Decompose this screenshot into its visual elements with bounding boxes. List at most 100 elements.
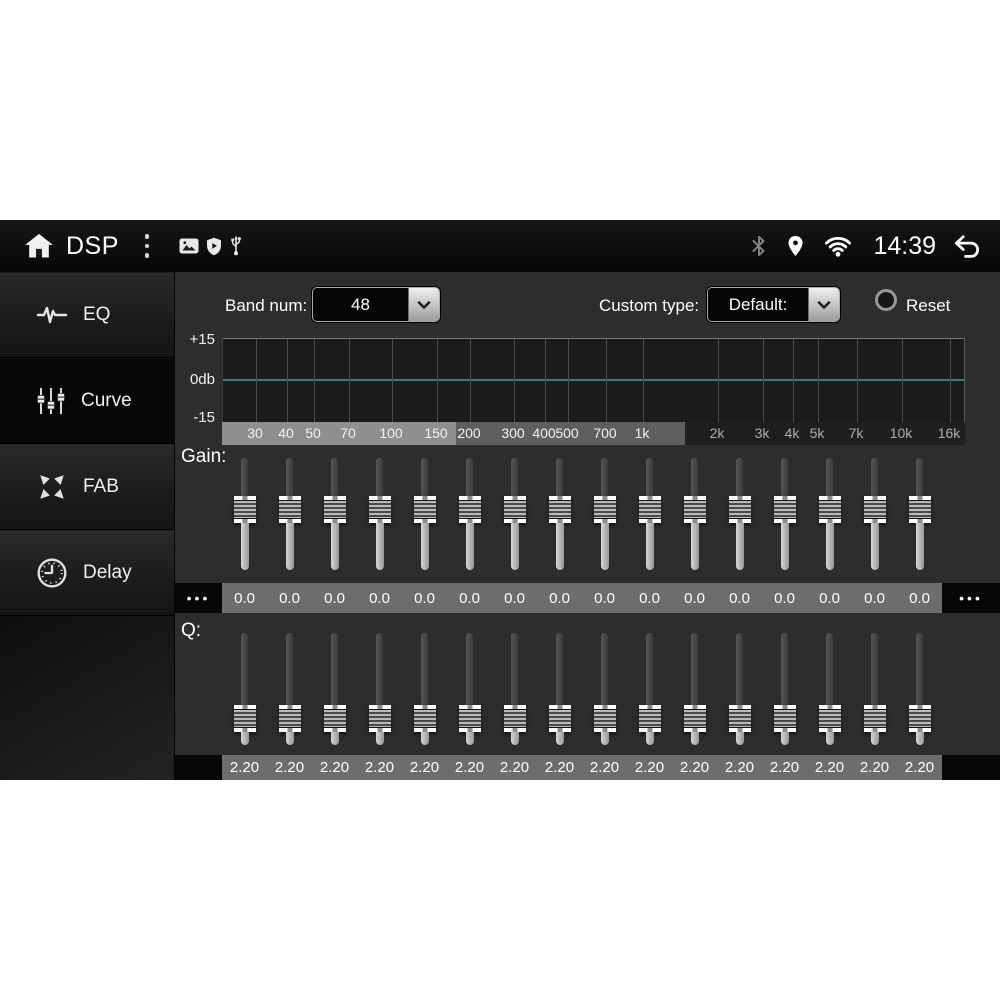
status-bar: DSP [0,220,1000,272]
home-icon[interactable] [24,232,54,260]
q-slider[interactable] [582,633,627,745]
slider-thumb[interactable] [548,705,571,732]
slider-thumb[interactable] [278,496,301,523]
q-slider[interactable] [492,633,537,745]
q-slider[interactable] [312,633,357,745]
waveform-icon [36,306,68,324]
gridline [349,339,350,422]
gain-value: 0.0 [414,589,435,607]
slider-thumb[interactable] [413,705,436,732]
gain-slider[interactable] [312,458,357,570]
slider-thumb[interactable] [503,705,526,732]
q-slider[interactable] [852,633,897,745]
gain-more-right-button[interactable]: ••• [942,583,1000,613]
gain-slider[interactable] [852,458,897,570]
gain-slider[interactable] [357,458,402,570]
band-num-value: 48 [351,294,370,314]
q-slider[interactable] [537,633,582,745]
sidebar-item-curve[interactable]: Curve [0,358,174,444]
slider-thumb[interactable] [368,705,391,732]
slider-thumb[interactable] [458,705,481,732]
gain-slider[interactable] [537,458,582,570]
q-slider[interactable] [447,633,492,745]
gain-value: 0.0 [234,589,255,607]
slider-thumb[interactable] [683,705,706,732]
q-slider[interactable] [357,633,402,745]
gain-slider[interactable] [762,458,807,570]
gain-more-left-button[interactable]: ••• [175,583,222,613]
reset-radio[interactable] [875,289,897,311]
overflow-menu-icon[interactable] [141,230,154,262]
q-slider[interactable] [627,633,672,745]
slider-thumb[interactable] [233,705,256,732]
back-icon[interactable] [954,233,984,259]
slider-thumb[interactable] [818,705,841,732]
q-slider[interactable] [807,633,852,745]
gain-slider[interactable] [267,458,312,570]
slider-thumb[interactable] [863,705,886,732]
custom-type-select[interactable]: Default: [707,287,840,322]
gain-slider[interactable] [717,458,762,570]
slider-thumb[interactable] [638,705,661,732]
q-slider[interactable] [762,633,807,745]
slider-thumb[interactable] [458,496,481,523]
gain-slider[interactable] [807,458,852,570]
slider-thumb[interactable] [368,496,391,523]
slider-thumb[interactable] [908,496,931,523]
axis-tick-label: 30 [247,425,263,441]
slider-thumb[interactable] [323,705,346,732]
axis-tick-label: 500 [555,425,579,441]
slider-thumb[interactable] [593,496,616,523]
sidebar-item-label: FAB [83,476,119,497]
gridline [437,339,438,422]
sidebar-item-fab[interactable]: FAB [0,444,174,530]
slider-thumb[interactable] [908,705,931,732]
slider-thumb[interactable] [818,496,841,523]
slider-thumb[interactable] [773,705,796,732]
image-icon [179,238,199,254]
q-slider[interactable] [897,633,942,745]
gain-slider[interactable] [627,458,672,570]
q-slider[interactable] [267,633,312,745]
q-slider[interactable] [672,633,717,745]
sidebar-item-eq[interactable]: EQ [0,272,174,358]
q-slider[interactable] [222,633,267,745]
gain-value: 0.0 [684,589,705,607]
slider-thumb[interactable] [548,496,571,523]
slider-thumb[interactable] [638,496,661,523]
gain-slider[interactable] [582,458,627,570]
slider-thumb[interactable] [278,705,301,732]
slider-thumb[interactable] [683,496,706,523]
q-slider[interactable] [717,633,762,745]
q-value: 2.20 [229,759,260,776]
slider-thumb[interactable] [728,496,751,523]
slider-thumb[interactable] [413,496,436,523]
axis-tick-label: 200 [457,425,481,441]
axis-tick-label: 700 [593,425,617,441]
gain-slider[interactable] [402,458,447,570]
slider-thumb[interactable] [233,496,256,523]
axis-tick-label: 1k [634,425,650,441]
gain-slider[interactable] [897,458,942,570]
q-slider[interactable] [402,633,447,745]
slider-thumb[interactable] [503,496,526,523]
sidebar-item-delay[interactable]: Delay [0,530,174,616]
chevron-down-icon[interactable] [808,288,839,321]
gain-slider[interactable] [447,458,492,570]
slider-thumb[interactable] [728,705,751,732]
chevron-down-icon[interactable] [408,288,439,321]
slider-thumb[interactable] [863,496,886,523]
gain-values-row: ••• 0.0 0.0 0.0 0.0 0.0 0.0 0.0 0.0 0.0 0.0 0.0 0.0… [175,583,1000,613]
band-num-select[interactable]: 48 [312,287,440,322]
q-value: 2.20 [274,759,305,776]
sidebar-item-label: EQ [83,304,111,325]
gain-slider[interactable] [222,458,267,570]
gain-slider[interactable] [672,458,717,570]
q-values: 2.20 2.20 2.20 2.20 2.20 2.20 2.20 2.20 2.20 2.20… [222,755,942,780]
slider-thumb[interactable] [593,705,616,732]
q-value: 2.20 [589,759,620,776]
gain-slider[interactable] [492,458,537,570]
slider-thumb[interactable] [773,496,796,523]
slider-thumb[interactable] [323,496,346,523]
